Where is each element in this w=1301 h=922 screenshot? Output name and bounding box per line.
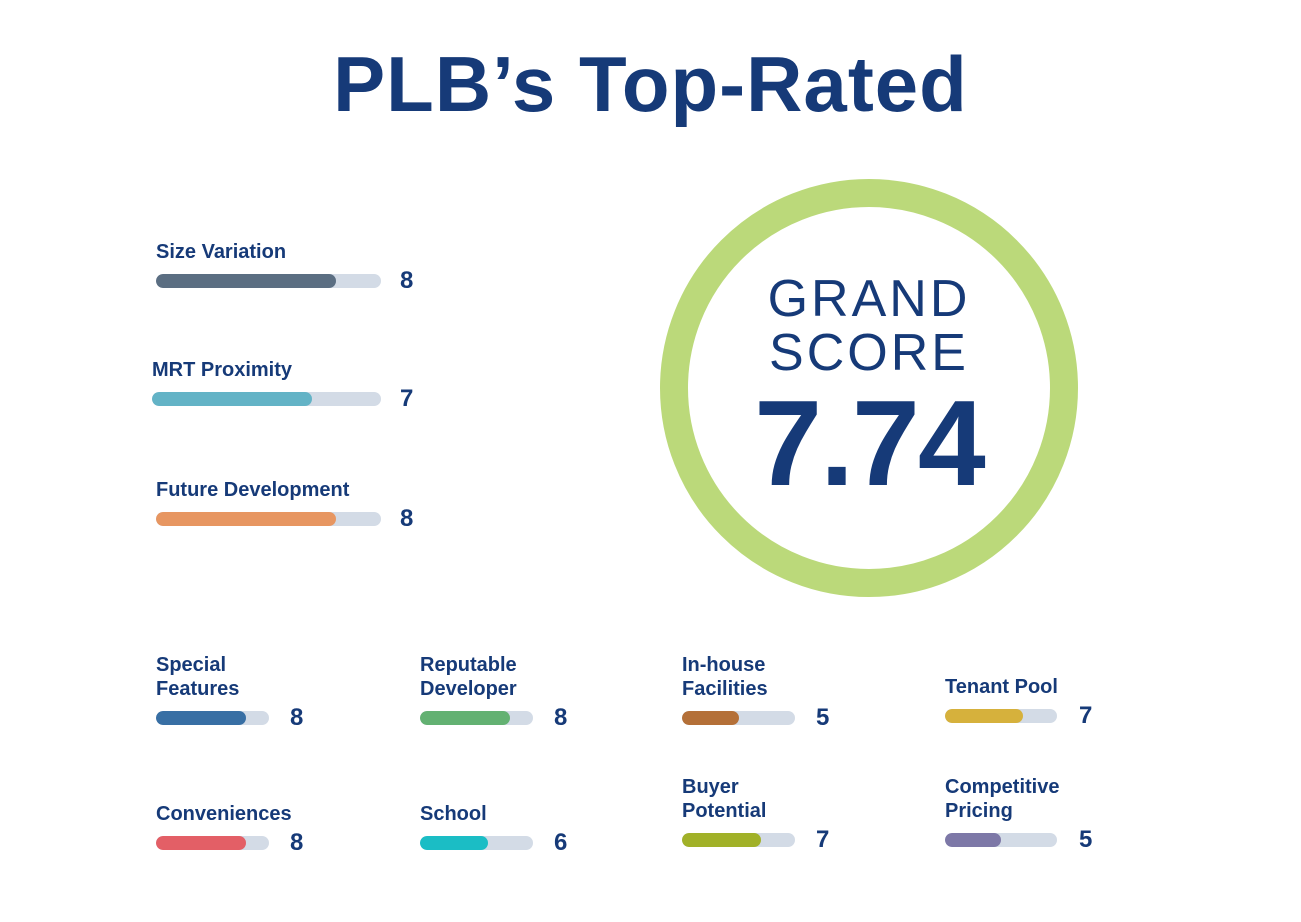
metric-label: Size Variation — [156, 241, 287, 263]
metric-score: 7 — [400, 385, 414, 412]
metric-score: 8 — [554, 704, 568, 731]
metric-bar-track — [152, 392, 381, 406]
metric-label: Reputable Developer — [420, 654, 517, 700]
metric-label: MRT Proximity — [152, 359, 293, 381]
metric-label: Special Features — [156, 654, 240, 700]
metric-label: In-house Facilities — [682, 654, 768, 700]
metric-bar-fill — [156, 274, 336, 288]
metric-bar-track — [420, 836, 533, 850]
metric-label: Competitive Pricing — [945, 776, 1060, 822]
metric-label: Buyer Potential — [682, 776, 767, 822]
metric-bar-track — [682, 833, 795, 847]
metric-bar-track — [156, 512, 381, 526]
metric-bar-track — [945, 709, 1057, 723]
metric-bar-fill — [156, 512, 336, 526]
metric-score: 5 — [816, 704, 830, 731]
metric-score: 8 — [400, 505, 414, 532]
metric-label: Tenant Pool — [945, 676, 1058, 698]
metric-score: 7 — [816, 826, 830, 853]
metric-score: 8 — [400, 267, 414, 294]
metric-bar-track — [945, 833, 1057, 847]
grand-score-value: 7.74 — [754, 375, 985, 511]
metric-bar-track — [156, 836, 269, 850]
metric-bar-track — [420, 711, 533, 725]
metric-label: Conveniences — [156, 803, 292, 825]
metric-bar-track — [156, 274, 381, 288]
metric-label: Future Development — [156, 479, 350, 501]
metric-bar-track — [682, 711, 795, 725]
metric-bar-fill — [945, 833, 1001, 847]
metric-score: 8 — [290, 829, 304, 856]
metric-bar-fill — [152, 392, 313, 406]
metric-score: 7 — [1079, 702, 1093, 729]
metric-score: 5 — [1079, 826, 1093, 853]
grand-score-ring — [660, 179, 1078, 597]
grand-label-line1: GRAND — [767, 270, 971, 328]
metric-bar-fill — [682, 711, 739, 725]
metric-bar-fill — [682, 833, 762, 847]
metric-label: School — [420, 803, 487, 825]
metric-bar-fill — [420, 711, 511, 725]
grand-score-label: GRAND SCORE 7.74 — [660, 272, 1078, 506]
grand-label-line2: SCORE — [769, 324, 969, 382]
metric-score: 6 — [554, 829, 568, 856]
metric-bar-fill — [420, 836, 488, 850]
metric-bar-fill — [156, 711, 247, 725]
metric-bar-track — [156, 711, 269, 725]
page-title: PLB’s Top-Rated — [333, 40, 968, 128]
metric-bar-fill — [156, 836, 247, 850]
metric-bar-fill — [945, 709, 1024, 723]
metric-score: 8 — [290, 704, 304, 731]
